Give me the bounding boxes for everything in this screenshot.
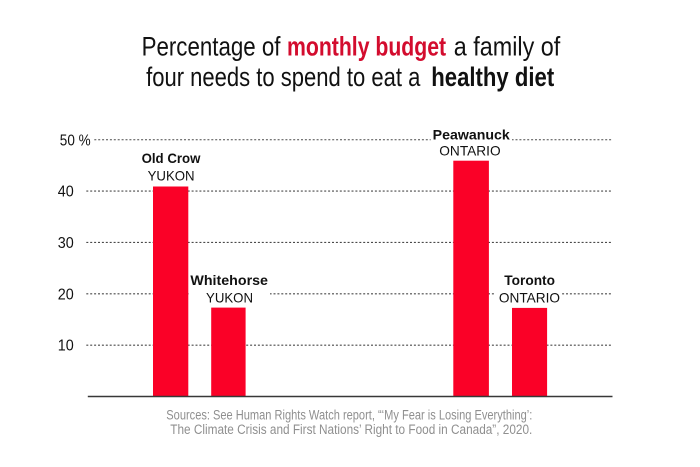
svg-text:Peawanuck: Peawanuck bbox=[433, 128, 510, 143]
svg-text:four needs to spend to eat a: four needs to spend to eat a bbox=[146, 62, 421, 92]
svg-text:ONTARIO: ONTARIO bbox=[499, 291, 560, 306]
svg-text:YUKON: YUKON bbox=[206, 290, 253, 305]
svg-text:ONTARIO: ONTARIO bbox=[439, 144, 500, 159]
svg-text:Old Crow: Old Crow bbox=[142, 151, 201, 166]
svg-text:Whitehorse: Whitehorse bbox=[190, 273, 268, 288]
svg-text:40: 40 bbox=[58, 184, 74, 201]
svg-text:Toronto: Toronto bbox=[504, 273, 555, 288]
svg-text:YUKON: YUKON bbox=[148, 169, 195, 184]
svg-text:50 %: 50 % bbox=[60, 132, 91, 149]
svg-text:10: 10 bbox=[58, 338, 74, 355]
svg-text:30: 30 bbox=[58, 235, 74, 252]
svg-text:Percentage of: Percentage of bbox=[142, 31, 281, 61]
svg-text:The Climate Crisis and First N: The Climate Crisis and First Nations’ Ri… bbox=[170, 422, 532, 437]
svg-text:monthly budget: monthly budget bbox=[287, 31, 446, 61]
svg-text:a family of: a family of bbox=[454, 31, 561, 61]
svg-text:20: 20 bbox=[58, 286, 74, 303]
svg-text:healthy diet: healthy diet bbox=[431, 62, 554, 92]
svg-text:Sources: See Human Rights Watc: Sources: See Human Rights Watch report, … bbox=[166, 408, 532, 423]
